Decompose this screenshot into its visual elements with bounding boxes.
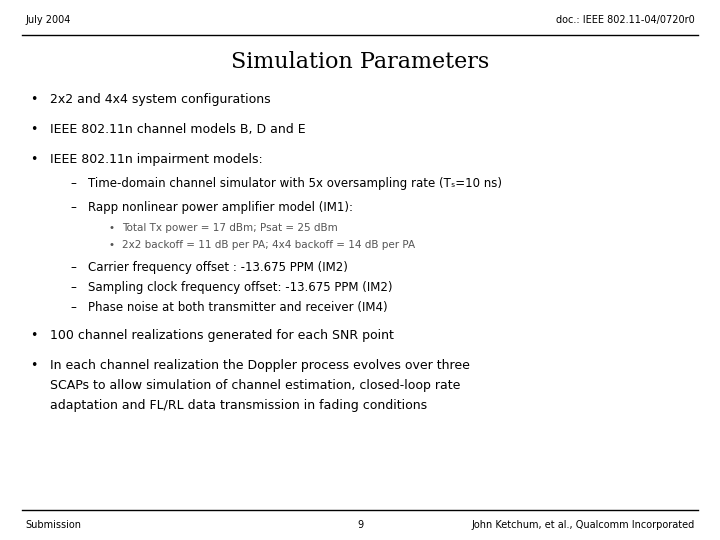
Text: doc.: IEEE 802.11-04/0720r0: doc.: IEEE 802.11-04/0720r0 [557,15,695,25]
Text: •: • [30,93,37,106]
Text: Submission: Submission [25,520,81,530]
Text: •: • [30,153,37,166]
Text: •: • [108,240,114,250]
Text: Rapp nonlinear power amplifier model (IM1):: Rapp nonlinear power amplifier model (IM… [88,201,353,214]
Text: Time-domain channel simulator with 5x oversampling rate (Tₛ=10 ns): Time-domain channel simulator with 5x ov… [88,178,502,191]
Text: adaptation and FL/RL data transmission in fading conditions: adaptation and FL/RL data transmission i… [50,400,427,413]
Text: Phase noise at both transmitter and receiver (IM4): Phase noise at both transmitter and rece… [88,301,387,314]
Text: IEEE 802.11n impairment models:: IEEE 802.11n impairment models: [50,153,263,166]
Text: Simulation Parameters: Simulation Parameters [231,51,489,73]
Text: –: – [70,178,76,191]
Text: Carrier frequency offset : -13.675 PPM (IM2): Carrier frequency offset : -13.675 PPM (… [88,261,348,274]
Text: 9: 9 [357,520,363,530]
Text: –: – [70,281,76,294]
Text: –: – [70,261,76,274]
Text: –: – [70,201,76,214]
Text: IEEE 802.11n channel models B, D and E: IEEE 802.11n channel models B, D and E [50,124,305,137]
Text: 100 channel realizations generated for each SNR point: 100 channel realizations generated for e… [50,328,394,341]
Text: Total Tx power = 17 dBm; Psat = 25 dBm: Total Tx power = 17 dBm; Psat = 25 dBm [122,223,338,233]
Text: 2x2 and 4x4 system configurations: 2x2 and 4x4 system configurations [50,93,271,106]
Text: •: • [30,124,37,137]
Text: 2x2 backoff = 11 dB per PA; 4x4 backoff = 14 dB per PA: 2x2 backoff = 11 dB per PA; 4x4 backoff … [122,240,415,250]
Text: SCAPs to allow simulation of channel estimation, closed-loop rate: SCAPs to allow simulation of channel est… [50,380,460,393]
Text: Sampling clock frequency offset: -13.675 PPM (IM2): Sampling clock frequency offset: -13.675… [88,281,392,294]
Text: •: • [108,223,114,233]
Text: In each channel realization the Doppler process evolves over three: In each channel realization the Doppler … [50,360,470,373]
Text: •: • [30,360,37,373]
Text: •: • [30,328,37,341]
Text: July 2004: July 2004 [25,15,71,25]
Text: –: – [70,301,76,314]
Text: John Ketchum, et al., Qualcomm Incorporated: John Ketchum, et al., Qualcomm Incorpora… [472,520,695,530]
